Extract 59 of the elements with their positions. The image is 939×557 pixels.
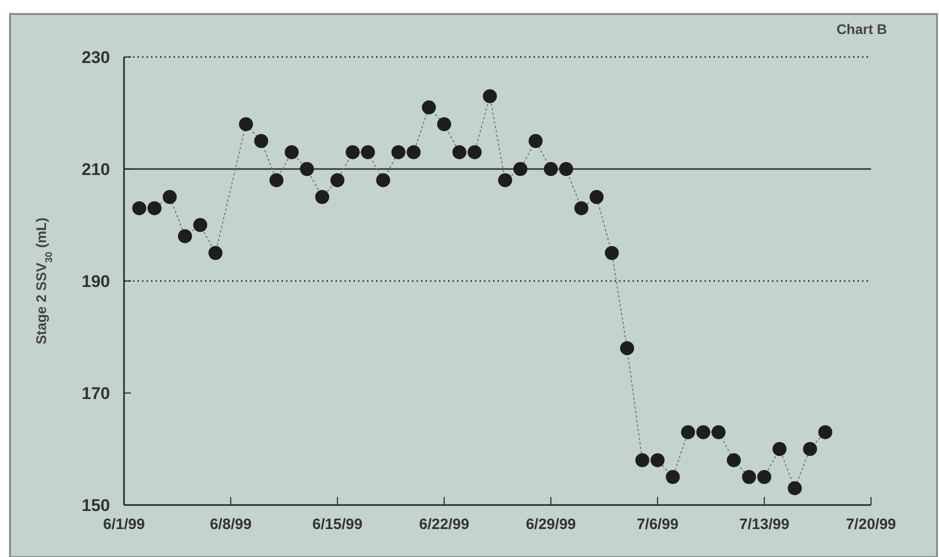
point (590, 190, 604, 204)
point (346, 145, 360, 160)
x-tick-label: 6/22/99 (419, 516, 470, 533)
x-tick-label: 7/20/99 (846, 516, 896, 533)
point (238, 117, 253, 132)
point (391, 145, 406, 160)
point (604, 246, 619, 260)
point (193, 218, 208, 232)
x-tick-label: 6/8/99 (210, 516, 252, 533)
point (757, 470, 772, 484)
point (742, 470, 756, 484)
point (544, 162, 558, 176)
point (482, 89, 497, 104)
point (284, 145, 299, 160)
point (620, 341, 634, 356)
point (376, 173, 390, 188)
y-tick-label: 190 (82, 272, 110, 291)
y-tick-label: 230 (82, 48, 110, 67)
point (666, 470, 680, 484)
point (254, 134, 268, 148)
point (422, 100, 436, 114)
point (574, 201, 588, 216)
point (162, 190, 177, 204)
point (269, 173, 284, 188)
chart-title: Chart B (836, 21, 887, 37)
point (559, 162, 574, 176)
point (360, 145, 375, 160)
point (178, 229, 192, 244)
point (468, 145, 482, 160)
point (726, 453, 741, 468)
point (772, 442, 787, 456)
y-tick-label: 150 (82, 496, 110, 515)
point (788, 481, 802, 496)
point (437, 117, 452, 132)
point (132, 201, 146, 216)
point (712, 425, 726, 440)
point (696, 425, 710, 440)
y-tick-label: 210 (82, 160, 110, 179)
point (528, 134, 543, 148)
point (406, 145, 421, 160)
point (330, 173, 344, 188)
x-tick-label: 6/1/99 (103, 516, 145, 533)
x-tick-label: 6/29/99 (526, 516, 576, 533)
point (635, 453, 650, 468)
point (300, 162, 314, 176)
point (147, 201, 162, 216)
y-tick-label: 170 (82, 384, 110, 403)
x-tick-label: 6/15/99 (312, 516, 362, 533)
point (513, 162, 528, 176)
point (452, 145, 466, 160)
point (498, 173, 512, 188)
x-tick-label: 7/13/99 (739, 516, 790, 533)
point (681, 425, 696, 440)
point (818, 425, 832, 440)
point (315, 190, 330, 204)
x-tick-label: 7/6/99 (636, 516, 678, 533)
point (208, 246, 222, 260)
point (803, 442, 818, 456)
point (650, 453, 665, 468)
